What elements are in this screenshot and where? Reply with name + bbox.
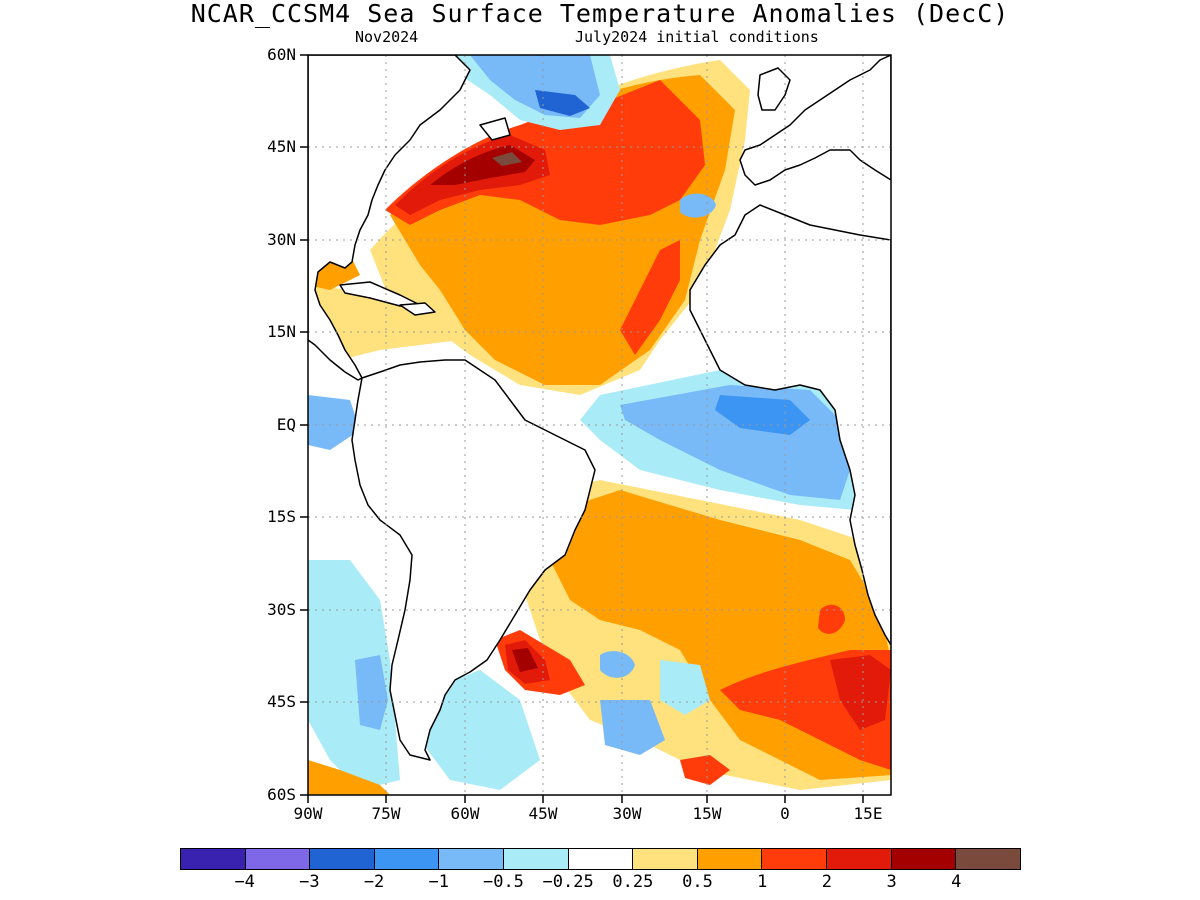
- colorbar-tick-label: 0.25: [612, 872, 654, 892]
- colorbar-tick-label: 3: [886, 872, 897, 892]
- colorbar-swatch: [891, 849, 957, 869]
- anomaly-labrador-cold-very: [535, 90, 590, 116]
- colorbar-swatch: [310, 849, 375, 869]
- land-newfoundland: [479, 117, 511, 141]
- lon-label: 90W: [293, 804, 323, 823]
- colorbar-swatch: [827, 849, 892, 869]
- chart-title: NCAR_CCSM4 Sea Surface Temperature Anoma…: [190, 0, 1010, 28]
- colorbar-swatch: [504, 849, 569, 869]
- colorbar-swatch: [245, 849, 311, 869]
- colorbar-tick-label: −4: [234, 872, 255, 892]
- colorbar-swatch: [697, 849, 763, 869]
- colorbar-swatch: [762, 849, 828, 869]
- colorbar-tick-label: −3: [299, 872, 320, 892]
- land-masses: [308, 55, 891, 761]
- lat-label: 60S: [267, 785, 296, 804]
- colorbar-swatch: [633, 849, 698, 869]
- anomaly-patagonia-cold-mid: [355, 655, 388, 730]
- colorbar-swatch: [439, 849, 505, 869]
- anomaly-equatorial-cold-strong: [715, 395, 810, 435]
- colorbar-tick-label: −1: [428, 872, 449, 892]
- lon-label: 15E: [853, 804, 883, 823]
- lon-label: 75W: [371, 804, 401, 823]
- land-north-america: [308, 55, 471, 381]
- land-europe: [739, 55, 891, 186]
- anomaly-azores-cold: [680, 193, 716, 218]
- land-south-america: [351, 359, 596, 761]
- anomaly-field: [308, 55, 891, 795]
- lon-label: 30W: [612, 804, 642, 823]
- anomaly-brazil-malvinas-max: [512, 648, 538, 672]
- anomaly-south-cold-patch-b: [600, 700, 665, 755]
- colorbar-tick-label: 2: [821, 872, 833, 892]
- colorbar-tick-label: −0.5: [482, 872, 524, 892]
- colorbar-tick-label: 1: [757, 872, 768, 892]
- lat-label: 15S: [267, 507, 296, 526]
- anomaly-south-spot-strong: [680, 755, 730, 785]
- lon-label: 60W: [450, 804, 480, 823]
- colorbar-tick-label: 4: [951, 872, 962, 892]
- anomaly-caribbean-light: [308, 285, 460, 360]
- anomaly-patagonia-cold-light: [308, 560, 400, 790]
- anomaly-south-cold-patch-a: [420, 670, 540, 790]
- colorbar-swatch: [568, 849, 634, 869]
- graticule: [308, 55, 891, 795]
- axis-ticks: [300, 54, 864, 803]
- anomaly-south-cold-patch-c: [660, 660, 710, 715]
- anomaly-gulf-stream-top: [492, 152, 522, 166]
- colorbar-tick-label: −0.25: [542, 872, 594, 892]
- anomaly-benguela-spot: [818, 604, 845, 634]
- lat-label: 60N: [267, 45, 296, 64]
- forecast-month: Nov2024: [355, 28, 419, 46]
- colorbar-swatch: [181, 849, 246, 869]
- colorbar-swatch: [374, 849, 440, 869]
- lat-label: 45S: [267, 692, 296, 711]
- colorbar: [180, 848, 1021, 870]
- anomaly-far-south-warm: [308, 760, 390, 795]
- anomaly-west-equatorial-cold: [308, 395, 360, 450]
- anomaly-north-atlantic-strong-east: [620, 240, 680, 355]
- land-africa: [689, 204, 891, 646]
- anomaly-benguela-very: [830, 655, 891, 730]
- lat-label: 30N: [267, 230, 296, 249]
- lat-label: 45N: [267, 137, 296, 156]
- initial-conditions: July2024 initial conditions: [575, 28, 819, 46]
- lon-label: 45W: [528, 804, 558, 823]
- anomaly-south-cold-patch-d: [600, 651, 635, 678]
- colorbar-swatch: [956, 849, 1020, 869]
- land-hispaniola: [399, 302, 436, 316]
- lat-label: 30S: [267, 600, 296, 619]
- lon-label: 15W: [692, 804, 722, 823]
- colorbar-tick-label: −2: [363, 872, 385, 892]
- lat-label: EQ: [276, 415, 296, 434]
- lon-label: 0: [780, 804, 790, 823]
- colorbar-tick-label: 0.5: [682, 872, 713, 892]
- land-uk: [757, 67, 791, 111]
- lat-label: 15N: [267, 322, 296, 341]
